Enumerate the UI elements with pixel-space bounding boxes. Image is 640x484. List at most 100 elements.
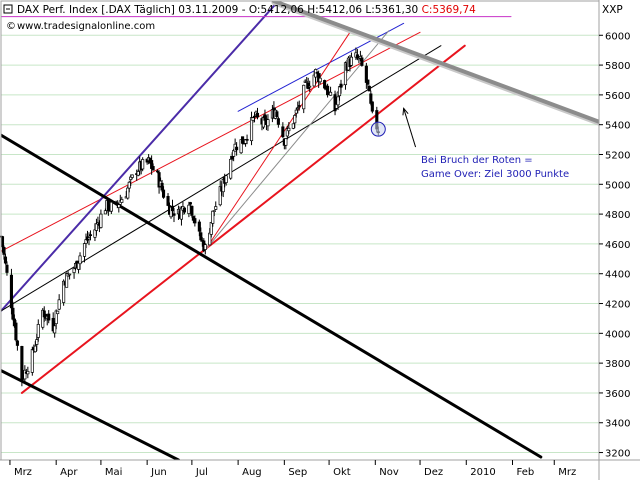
candle-body: [276, 118, 280, 125]
candle-body: [23, 369, 27, 380]
y-tick-label: 4400: [605, 270, 630, 281]
candle-body: [114, 201, 118, 203]
trendline: [271, 1, 599, 124]
candle-body: [305, 81, 309, 83]
annotation-line-2: Game Over: Ziel 3000 Punkte: [421, 169, 569, 180]
candle-body: [3, 256, 8, 264]
candle-body: [190, 205, 194, 216]
candle-body: [302, 84, 306, 110]
candle-body: [68, 273, 72, 276]
candle-body: [88, 234, 93, 236]
candle-body: [318, 77, 322, 83]
trendline: [1, 369, 180, 460]
candle-body: [35, 339, 39, 345]
candle-body: [367, 85, 371, 92]
candle-body: [127, 181, 131, 189]
candle-body: [339, 83, 343, 88]
copyright-icon: ©: [6, 21, 16, 32]
candle-body: [349, 56, 353, 66]
candle-body: [281, 126, 285, 138]
candle-body: [251, 117, 255, 121]
candle-body: [214, 206, 218, 210]
x-tick-label: 2010: [470, 467, 495, 478]
highlight-circle: [370, 121, 386, 137]
candle-body: [11, 307, 15, 320]
candle-body: [329, 91, 333, 96]
candle-body: [294, 109, 298, 114]
candle-body: [323, 80, 327, 89]
candle-body: [360, 57, 364, 66]
candle-body: [224, 175, 228, 183]
x-tick-label: Feb: [517, 467, 535, 478]
candle-body: [78, 255, 82, 265]
candle-body: [14, 322, 18, 341]
candle-body: [293, 115, 297, 124]
header-url: www.tradesignalonline.com: [17, 21, 155, 32]
candle-body: [337, 86, 342, 97]
candle-body: [109, 201, 113, 212]
candle-body: [172, 213, 176, 216]
candle-body: [241, 136, 245, 144]
candle-body: [336, 96, 340, 106]
candle-body: [229, 158, 233, 179]
candle-body: [65, 273, 69, 288]
y-tick-label: 4800: [605, 210, 630, 221]
candle-body: [230, 156, 234, 160]
candle-body: [255, 112, 260, 118]
candle-body: [93, 229, 97, 238]
candle-body: [126, 187, 130, 199]
candle-body: [56, 310, 60, 315]
candle-body: [156, 170, 160, 173]
x-tick-label: Nov: [379, 467, 399, 478]
trendlines: [1, 1, 599, 460]
x-tick-label: Dez: [424, 467, 443, 478]
candle-body: [82, 243, 87, 257]
candle-body: [188, 202, 192, 205]
candle-body: [235, 146, 239, 151]
x-tick-label: Sep: [288, 467, 307, 478]
x-tick-label: Mrz: [14, 467, 32, 478]
candle-body: [36, 324, 40, 338]
candle-body: [252, 115, 257, 118]
header-low: L:5361,30: [365, 4, 418, 16]
candle-body: [166, 196, 170, 206]
candle-body: [120, 199, 124, 203]
candle-body: [182, 207, 186, 213]
candle-body: [266, 119, 270, 127]
candle-body: [141, 159, 145, 170]
candle-body: [187, 204, 191, 214]
price-axis-corner-label: XXP: [602, 4, 623, 16]
x-tick-label: Mrz: [558, 467, 576, 478]
candle-body: [0, 236, 5, 248]
y-tick-label: 3200: [605, 449, 630, 460]
candle-body: [203, 244, 207, 250]
x-tick-label: Jul: [195, 467, 208, 478]
candle-body: [291, 123, 295, 129]
candle-body: [30, 349, 34, 373]
candles: [0, 47, 380, 387]
candle-body: [343, 62, 348, 86]
candle-body: [211, 210, 215, 224]
header-text: DAX Perf. Index [.DAX Täglich] 03.11.200…: [17, 4, 476, 16]
candle-body: [199, 232, 203, 241]
overlay: [370, 107, 417, 148]
candle-body: [284, 138, 288, 146]
candle-body: [57, 299, 61, 310]
y-tick-label: 3400: [605, 419, 630, 430]
y-tick-label: 4000: [605, 329, 630, 340]
x-tick-label: Jun: [150, 467, 167, 478]
y-tick-label: 5800: [605, 61, 630, 72]
candle-body: [249, 117, 254, 142]
header-title: DAX Perf. Index [.DAX Täglich] 03.11.200…: [17, 4, 249, 16]
y-tick-label: 5000: [605, 180, 630, 191]
candle-body: [297, 105, 301, 107]
trendline: [204, 30, 390, 251]
candle-body: [53, 325, 57, 334]
y-tick-label: 3600: [605, 389, 630, 400]
candle-body: [296, 107, 300, 110]
y-tick-label: 5600: [605, 91, 630, 102]
x-tick-label: Apr: [60, 467, 78, 478]
